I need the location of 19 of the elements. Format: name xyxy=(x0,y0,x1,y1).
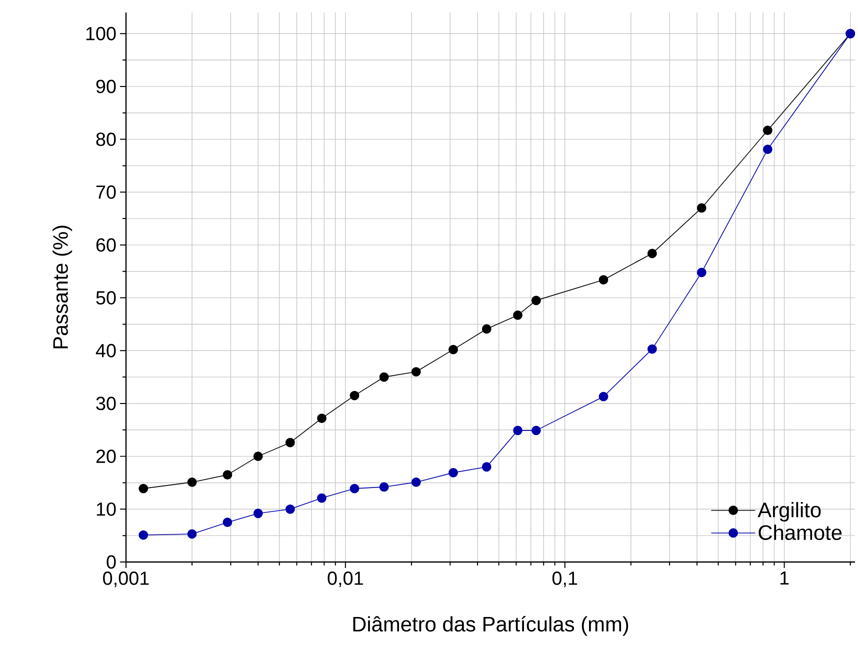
y-tick-label: 20 xyxy=(96,450,116,464)
y-tick-label: 100 xyxy=(86,26,116,40)
y-tick-label: 40 xyxy=(96,344,116,358)
legend-label: Argilito xyxy=(758,502,821,522)
y-tick-label: 60 xyxy=(96,238,116,252)
y-tick-label: 70 xyxy=(96,185,116,199)
x-tick-label: 0,01 xyxy=(328,572,363,588)
x-axis-title: Diâmetro das Partículas (mm) xyxy=(353,616,628,636)
y-tick-label: 30 xyxy=(96,396,116,410)
y-tick-label: 80 xyxy=(96,132,116,146)
legend-label: Chamote xyxy=(758,524,842,540)
x-tick-label: 0,001 xyxy=(103,572,149,588)
y-tick-label: 90 xyxy=(96,80,116,94)
x-tick-label: 0,1 xyxy=(552,572,578,588)
y-tick-label: 10 xyxy=(96,502,116,516)
y-tick-label: 0 xyxy=(106,555,116,569)
y-tick-label: 50 xyxy=(96,291,116,305)
y-axis-title: Passante (%) xyxy=(52,226,72,348)
x-tick-label: 1 xyxy=(780,572,789,585)
